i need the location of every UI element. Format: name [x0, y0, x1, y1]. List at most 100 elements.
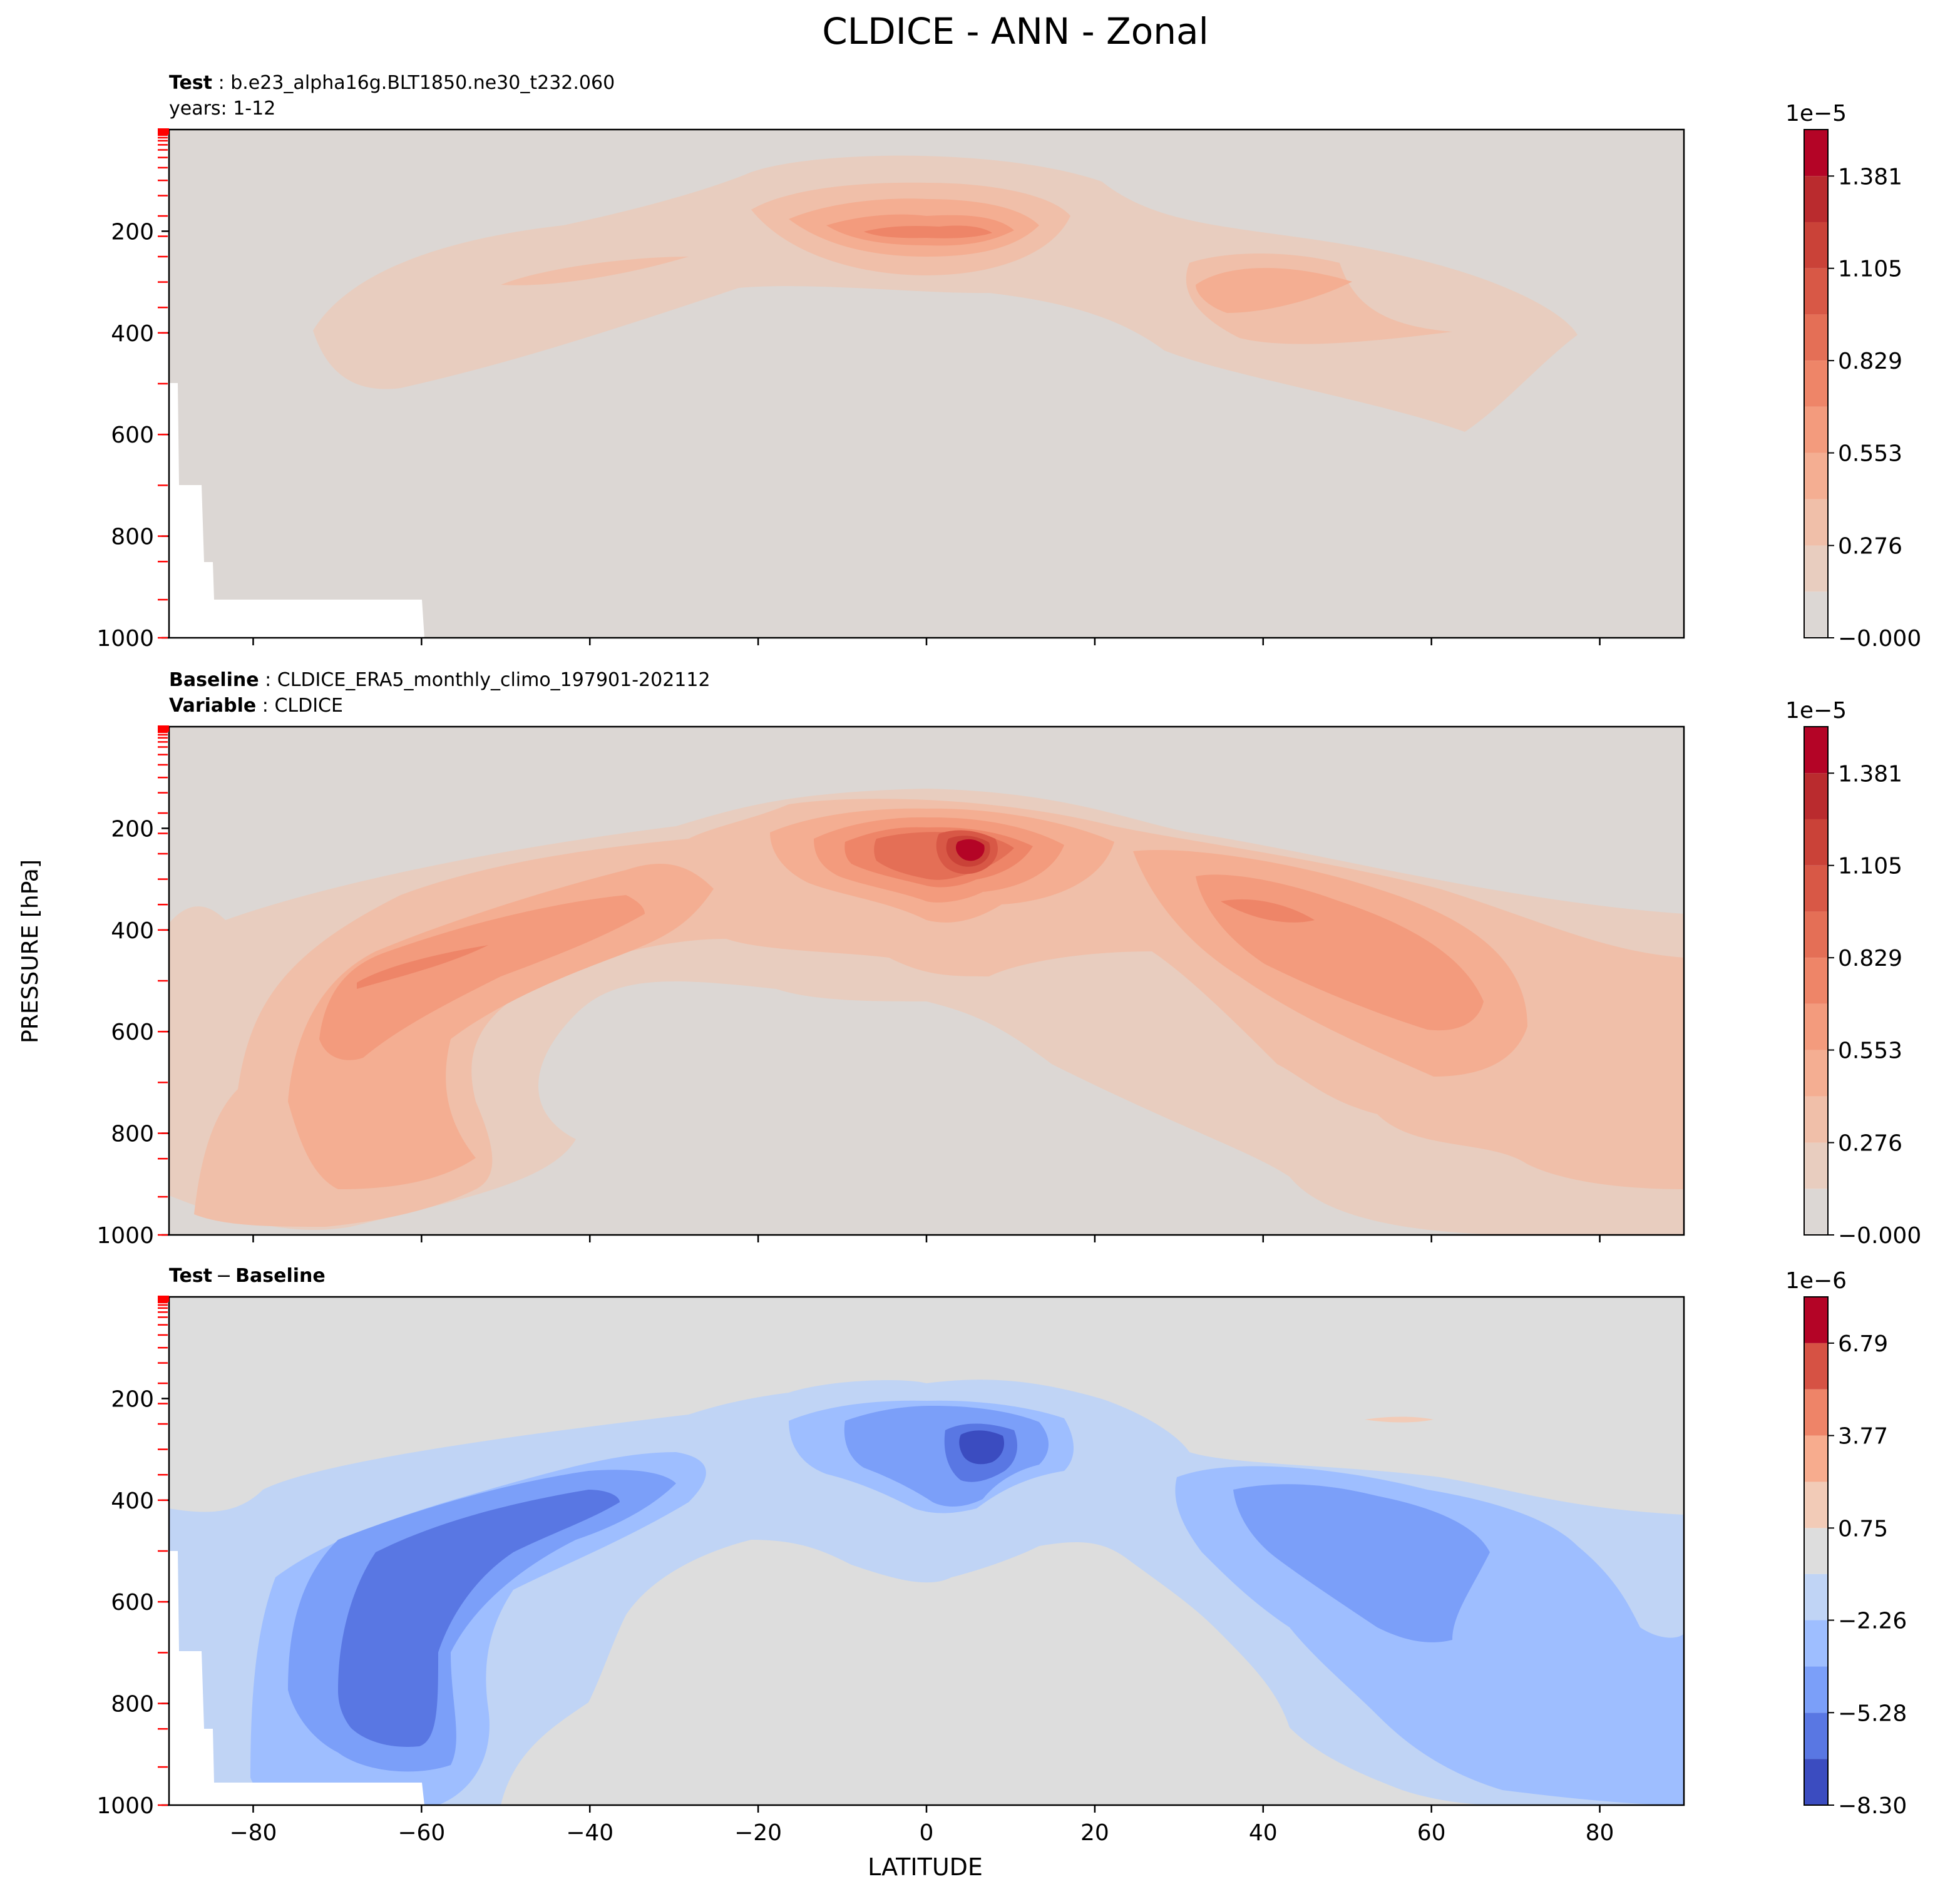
panel-baseline-colorbar-band	[1804, 1050, 1828, 1097]
panel-diff-contour-field	[169, 1297, 1684, 1805]
panel-diff-colorbar-band	[1804, 1574, 1828, 1620]
panel-baseline-colorbar-band	[1804, 1096, 1828, 1143]
panel-diff-colorbar-exponent: 1e−6	[1785, 1268, 1847, 1294]
panel-baseline-variable-name: CLDICE	[274, 695, 343, 717]
panel-diff-level-pos1	[1365, 1416, 1434, 1423]
panel-baseline-colorbar-band	[1804, 958, 1828, 1004]
panel-diff-colorbar-tick-label: −8.30	[1838, 1793, 1907, 1819]
panel-baseline-colorbar-band	[1804, 819, 1828, 866]
panel-test-colorbar-band	[1804, 130, 1828, 177]
panel-test-y-tick-label: 400	[111, 321, 154, 347]
panel-diff-label: Test − Baseline	[169, 1265, 326, 1287]
panel-diff-colorbar: −8.30 −5.28 −2.26 0.75 3.77 6.79 1e−6	[1785, 1268, 1907, 1819]
panel-diff-y-tick-label: 1000	[96, 1793, 154, 1819]
panel-test-level-1	[313, 155, 1578, 432]
panel-test-colorbar-band	[1804, 176, 1828, 222]
panel-baseline-colorbar-band	[1804, 773, 1828, 819]
panel-diff-label-minus: −	[216, 1265, 232, 1287]
panel-diff-x-ticks	[252, 1805, 1601, 1813]
panel-baseline-colorbar-tick-label: −0.000	[1838, 1223, 1921, 1249]
panel-test-y-tick-label: 200	[111, 219, 154, 245]
panel-diff-missing-data	[169, 1551, 424, 1805]
panel-diff-colorbar-band	[1804, 1759, 1828, 1805]
panel-test-colorbar-tick-label: 0.276	[1838, 534, 1902, 560]
panel-diff-colorbar-band	[1804, 1389, 1828, 1436]
panel-baseline-y-tick-label: 1000	[96, 1223, 154, 1249]
panel-diff-top-level-marks	[158, 1296, 169, 1302]
panel-test-colorbar-band	[1804, 268, 1828, 315]
panel-test-label: Test : b.e23_alpha16g.BLT1850.ne30_t232.…	[169, 72, 615, 94]
panel-baseline-colorbar-band	[1804, 727, 1828, 774]
panel-baseline-y-tick-label: 400	[111, 918, 154, 944]
panel-diff-colorbar-band	[1804, 1712, 1828, 1759]
panel-diff-colorbar-band	[1804, 1482, 1828, 1528]
panel-diff-y-tick-label: 800	[111, 1692, 154, 1717]
panel-baseline-colorbar-frame	[1804, 726, 1829, 1236]
panel-diff-x-tick-label: 80	[1586, 1820, 1614, 1846]
panel-baseline-colorbar-tick-label: 1.105	[1838, 854, 1902, 879]
panel-diff-x-tick-labels: −80 −60 −40 −20 0 20 40 60 80	[229, 1820, 1614, 1846]
panel-diff-x-tick-label: −80	[229, 1820, 277, 1846]
panel-diff-x-tick-label: −20	[734, 1820, 782, 1846]
panel-diff-y-tick-label: 200	[111, 1386, 154, 1412]
panel-diff-x-tick-label: 0	[920, 1820, 934, 1846]
panel-baseline-colorbar-tick-label: 0.276	[1838, 1131, 1902, 1157]
panel-test-colorbar-band	[1804, 545, 1828, 592]
panel-diff-masked-region	[501, 1540, 1502, 1805]
panel-test-level-marks	[158, 128, 169, 639]
panel-diff-x-tick-label: −60	[398, 1820, 445, 1846]
panel-test-y-tick-label: 800	[111, 525, 154, 550]
panel-test-colorbar-band	[1804, 314, 1828, 361]
panel-test-colorbar: −0.000 0.276 0.553 0.829 1.105 1.381 1e−5	[1785, 101, 1921, 652]
panel-test-label-case: b.e23_alpha16g.BLT1850.ne30_t232.060	[230, 72, 615, 94]
panel-test-years: years: 1-12	[169, 98, 275, 120]
panel-test-label-bold: Test	[169, 72, 212, 94]
panel-test-colorbar-band	[1804, 361, 1828, 407]
panel-test-y-tick-label: 600	[111, 422, 154, 448]
panel-baseline-colorbar-band	[1804, 1003, 1828, 1050]
panel-baseline-colorbar-exponent: 1e−5	[1785, 698, 1847, 724]
panel-baseline-contour-field	[169, 727, 1684, 1235]
panel-diff-colorbar-frame	[1804, 1296, 1829, 1806]
panel-diff-level-neg5	[959, 1430, 1005, 1465]
y-axis-label: PRESSURE [hPa]	[18, 859, 43, 1043]
panel-baseline-y-tick-label: 200	[111, 816, 154, 842]
panel-diff-colorbar-tick-label: 0.75	[1838, 1516, 1888, 1542]
panel-baseline-level-marks	[158, 725, 169, 1236]
panel-diff-x-tick-label: 20	[1080, 1820, 1109, 1846]
panel-diff-x-tick-label: −40	[566, 1820, 613, 1846]
panel-baseline-label-sep: :	[259, 669, 277, 691]
panel-diff-colorbar-band	[1804, 1343, 1828, 1390]
panel-test-colorbar-tick-label: 0.829	[1838, 349, 1902, 374]
panel-baseline-colorbar-band	[1804, 865, 1828, 912]
panel-diff-y-tick-label: 400	[111, 1488, 154, 1514]
panel-diff-colorbar-band	[1804, 1528, 1828, 1574]
panel-baseline-label: Baseline : CLDICE_ERA5_monthly_climo_197…	[169, 669, 711, 691]
panel-test-colorbar-band	[1804, 222, 1828, 269]
panel-test-y-tick-label: 1000	[96, 626, 154, 652]
panel-baseline-y-tick-label: 600	[111, 1020, 154, 1045]
panel-baseline-colorbar: −0.000 0.276 0.553 0.829 1.105 1.381 1e−5	[1785, 698, 1921, 1249]
panel-baseline-variable-bold: Variable	[169, 695, 256, 717]
panel-test-level-5	[864, 225, 992, 238]
panel-diff-colorbar-tick-label: 3.77	[1838, 1424, 1888, 1450]
panel-test-y-ticks: 200 400 600 800 1000	[96, 219, 169, 652]
panel-test-x-ticks	[252, 638, 1601, 645]
panel-diff-colorbar-tick-label: −2.26	[1838, 1609, 1907, 1634]
panel-test-top-level-marks	[158, 128, 169, 135]
panel-test-colorbar-band	[1804, 453, 1828, 499]
panel-diff-colorbar-tick-label: 6.79	[1838, 1331, 1888, 1357]
panel-baseline-variable: Variable : CLDICE	[169, 695, 343, 717]
panel-test-contour-field	[169, 130, 1684, 638]
figure-title: CLDICE - ANN - Zonal	[822, 10, 1208, 53]
panel-baseline-level-9	[955, 839, 985, 861]
panel-baseline-label-bold: Baseline	[169, 669, 259, 691]
panel-baseline-y-ticks: 200 400 600 800 1000	[96, 816, 169, 1249]
panel-test-colorbar-tick-label: 0.553	[1838, 441, 1902, 467]
panel-baseline: Baseline : CLDICE_ERA5_monthly_climo_197…	[96, 669, 1921, 1249]
panel-test-colorbar-band	[1804, 499, 1828, 546]
panel-baseline-top-level-marks	[158, 725, 169, 732]
panel-diff-level-neg4	[338, 1423, 1017, 1747]
panel-test-colorbar-band	[1804, 406, 1828, 453]
